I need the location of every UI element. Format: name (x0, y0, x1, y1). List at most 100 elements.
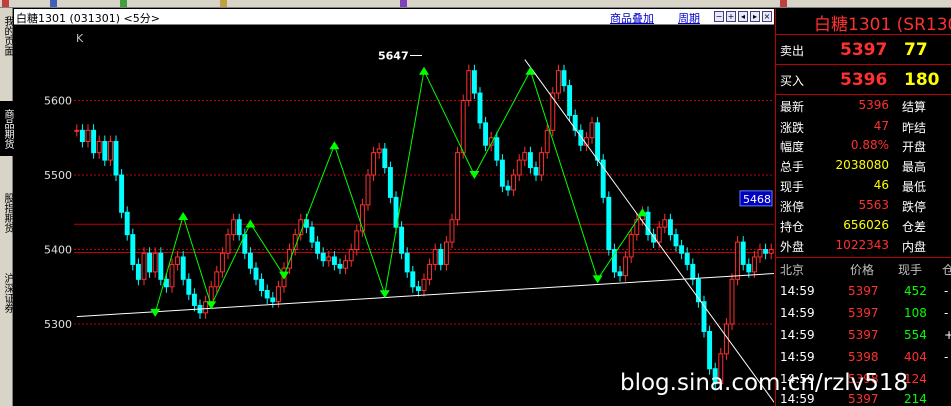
toolbar-icon[interactable] (780, 0, 787, 7)
tick-price: 5397 (848, 392, 879, 406)
stat-label: 昨结 (902, 121, 927, 135)
divider (776, 94, 951, 95)
candle-body (214, 271, 220, 288)
zigzag-line (154, 69, 643, 314)
toolbar-icon[interactable] (120, 0, 127, 7)
tab-commodity-futures[interactable]: 商品期货 (0, 101, 13, 156)
candle-body (85, 129, 91, 142)
commodity-overlay-button[interactable]: 商品叠加 (610, 12, 654, 25)
tick-time: 14:59 (780, 284, 815, 298)
stat-label: 持仓 (780, 220, 805, 234)
divider (776, 34, 951, 35)
close-icon[interactable]: × (762, 11, 772, 22)
stat-label: 最高 (902, 160, 927, 174)
candle-body (617, 271, 623, 277)
stat-label: 开盘 (902, 140, 927, 154)
candle-body (175, 256, 181, 265)
candle-body (264, 290, 270, 299)
candle-body (606, 196, 612, 251)
candle-body (679, 245, 685, 254)
candle-body (443, 241, 449, 265)
scroll-right-button[interactable]: ▸ (750, 11, 760, 22)
candle-body (466, 70, 472, 102)
toolbar-icon[interactable] (50, 0, 57, 7)
candle-body (163, 278, 169, 288)
candle-body (522, 152, 528, 161)
candle-body (516, 159, 522, 176)
candle-body (684, 252, 690, 265)
candle-body (718, 353, 724, 385)
tick-volume: 124 (904, 372, 927, 386)
tab-index-futures[interactable]: 股指期货 (2, 192, 13, 233)
candle-body (113, 140, 119, 176)
zigzag-marker (150, 308, 161, 317)
buy-row: 买入 5396 180 (776, 70, 951, 92)
candle-body (348, 249, 354, 262)
stat-value: 0.88% (850, 138, 889, 152)
stat-value: 1022343 (835, 238, 889, 252)
candle-body (135, 263, 141, 280)
kline-chart[interactable]: K 5300 5400 5500 5600 5647 5468 (14, 26, 774, 406)
tab-shsz-securities[interactable]: 沪深证券 (2, 272, 13, 313)
zigzag-marker (178, 212, 189, 220)
candle-body (225, 234, 231, 254)
left-tab-bar: 我的页面 商品期货 股指期货 沪深证券 (0, 8, 13, 406)
scroll-left-button[interactable]: ◂ (738, 11, 748, 22)
candle-body (275, 286, 281, 303)
divider (776, 257, 951, 258)
candle-body (751, 256, 757, 273)
tick-price: 5397 (848, 284, 879, 298)
toolbar (0, 0, 951, 8)
candle-body (102, 140, 108, 161)
candle-body (555, 70, 561, 94)
stat-value: 46 (873, 178, 889, 192)
toolbar-icon[interactable] (400, 0, 407, 7)
tick-price: 5397 (848, 306, 879, 320)
sell-price: 5397 (840, 40, 888, 60)
candle-body (331, 256, 337, 265)
y-tick-label: 5500 (44, 169, 72, 182)
tick-volume: 108 (904, 306, 927, 320)
candle-body (662, 219, 668, 228)
candle-body (74, 129, 80, 132)
buy-volume: 180 (904, 70, 940, 90)
zoom-out-button[interactable]: − (714, 11, 724, 22)
candle-body (152, 252, 158, 273)
toolbar-icon[interactable] (220, 0, 227, 7)
tick-time: 14:59 (780, 392, 815, 406)
candle-body (628, 234, 634, 258)
candle-body (494, 137, 500, 161)
candle-body (735, 241, 741, 280)
price-tag-box (739, 190, 773, 207)
zigzag-marker (592, 275, 603, 284)
candle-body (343, 260, 349, 269)
y-tick-label: 5400 (44, 244, 72, 257)
candle-body (376, 148, 382, 154)
candle-body (337, 263, 343, 269)
candle-body (79, 129, 85, 142)
candle-body (354, 230, 360, 251)
candle-body (483, 122, 489, 146)
candle-body (667, 219, 673, 236)
zoom-in-button[interactable]: + (726, 11, 736, 22)
candle-body (701, 301, 707, 332)
candle-body (130, 234, 136, 265)
candle-body (410, 271, 416, 288)
chart-header: 白糖1301 (031301) <5分> 商品叠加 周期 − + ◂ ▸ × (14, 9, 774, 25)
candle-body (572, 114, 578, 131)
candle-body (219, 252, 225, 273)
candle-body (488, 137, 494, 146)
candle-body (757, 249, 763, 258)
stat-label: 外盘 (780, 240, 805, 254)
tick-time: 14:59 (780, 306, 815, 320)
toolbar-icon[interactable] (2, 0, 9, 7)
candle-body (180, 256, 186, 280)
tab-my-page[interactable]: 我的页面 (2, 15, 13, 56)
stat-label: 涨停 (780, 200, 805, 214)
candle-body (746, 263, 752, 273)
y-tick-label: 5600 (44, 95, 72, 108)
sell-label: 卖出 (780, 44, 805, 58)
tick-price: 5398 (848, 372, 879, 386)
period-button[interactable]: 周期 (678, 12, 700, 25)
candle-body (247, 252, 253, 269)
